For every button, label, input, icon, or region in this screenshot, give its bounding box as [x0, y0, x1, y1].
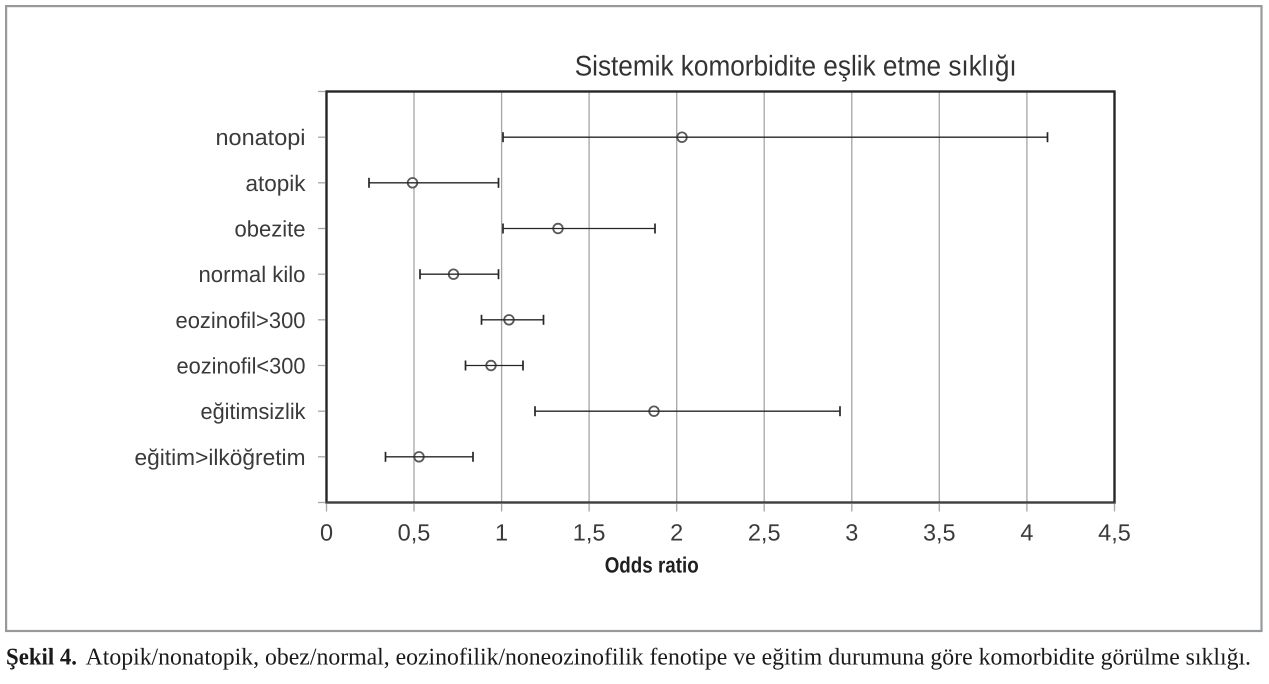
svg-text:Şekil 4.Atopik/nonatopik, obez: Şekil 4. Atopik/nonatopik, obez/normal, e… — [6, 644, 1251, 670]
svg-text:2: 2 — [670, 519, 683, 545]
svg-text:obezite: obezite — [235, 217, 306, 242]
svg-text:1,5: 1,5 — [573, 519, 606, 545]
svg-text:Odds ratio: Odds ratio — [605, 553, 699, 578]
svg-text:0,5: 0,5 — [398, 519, 431, 545]
svg-text:0: 0 — [320, 519, 333, 545]
svg-text:eğitim>ilköğretim: eğitim>ilköğretim — [135, 445, 306, 470]
svg-text:eğitimsizlik: eğitimsizlik — [201, 399, 307, 424]
svg-text:4: 4 — [1020, 519, 1033, 545]
svg-text:4,5: 4,5 — [1098, 519, 1131, 545]
svg-text:1: 1 — [495, 519, 508, 545]
svg-text:Sistemik komorbidite eşlik etm: Sistemik komorbidite eşlik etme sıklığı — [575, 51, 1017, 83]
svg-text:eozinofil<300: eozinofil<300 — [177, 354, 306, 379]
svg-text:eozinofil>300: eozinofil>300 — [176, 308, 306, 333]
svg-text:normal kilo: normal kilo — [199, 262, 306, 287]
svg-text:3: 3 — [845, 519, 858, 545]
svg-text:atopik: atopik — [246, 171, 307, 196]
svg-text:3,5: 3,5 — [923, 519, 956, 545]
svg-text:nonatopi: nonatopi — [216, 125, 306, 150]
svg-text:2,5: 2,5 — [748, 519, 781, 545]
